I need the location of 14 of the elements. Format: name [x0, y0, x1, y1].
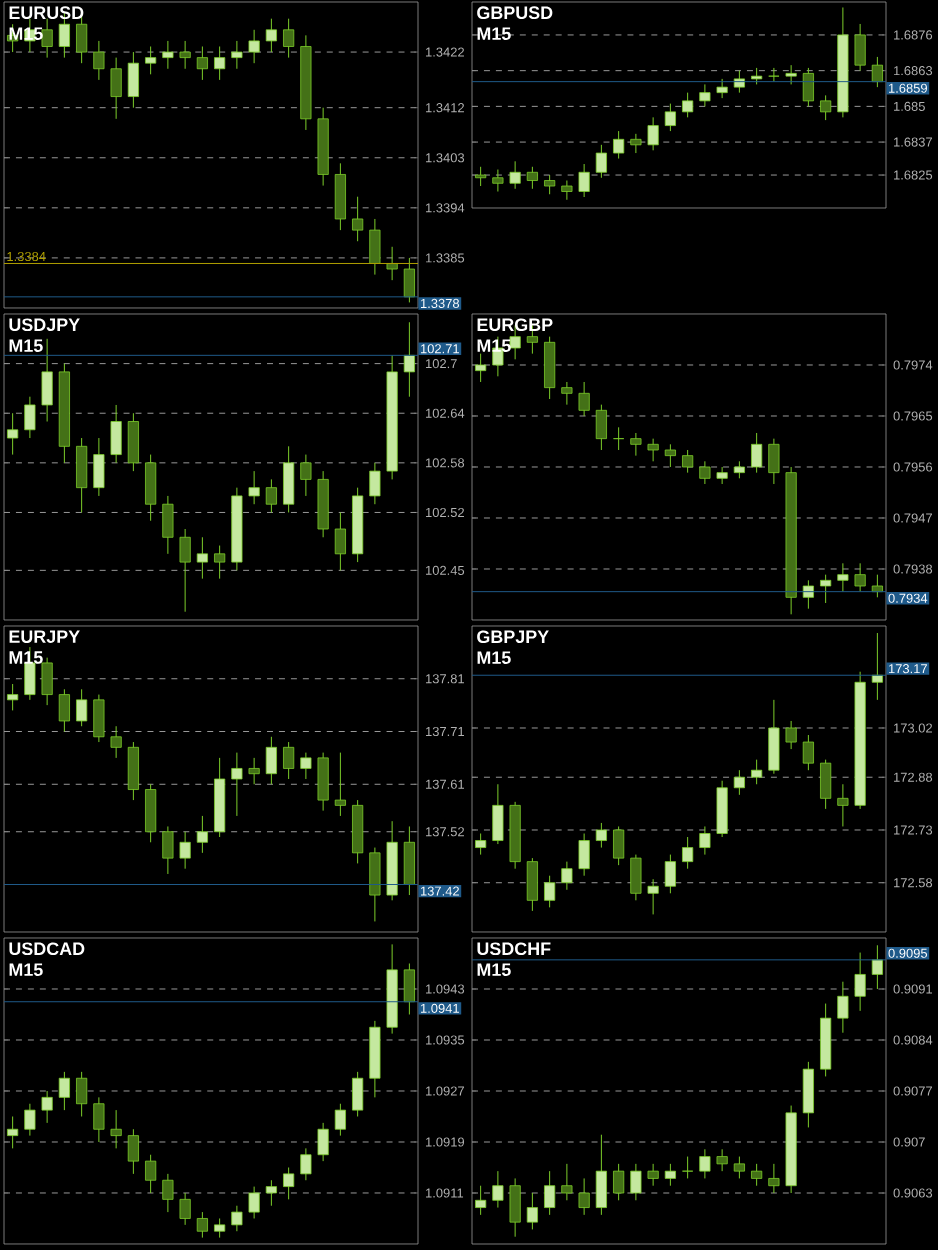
chart-title: GBPUSD: [477, 6, 553, 20]
text: M15: [477, 27, 511, 41]
text: M15: [9, 339, 43, 353]
chart-title: USDCAD: [9, 942, 85, 956]
chart-title: EURGBP: [477, 318, 553, 332]
chart-title: GBPJPY: [477, 630, 549, 644]
text: M15: [9, 963, 43, 977]
chart-title: EURJPY: [9, 630, 80, 643]
text: M15: [477, 651, 511, 665]
text: M15: [9, 651, 43, 664]
text: M15: [477, 963, 511, 977]
chart-title: EURUSD: [9, 6, 84, 20]
chart-title: USDJPY: [9, 318, 80, 332]
chart-title: USDCHF: [477, 942, 551, 956]
